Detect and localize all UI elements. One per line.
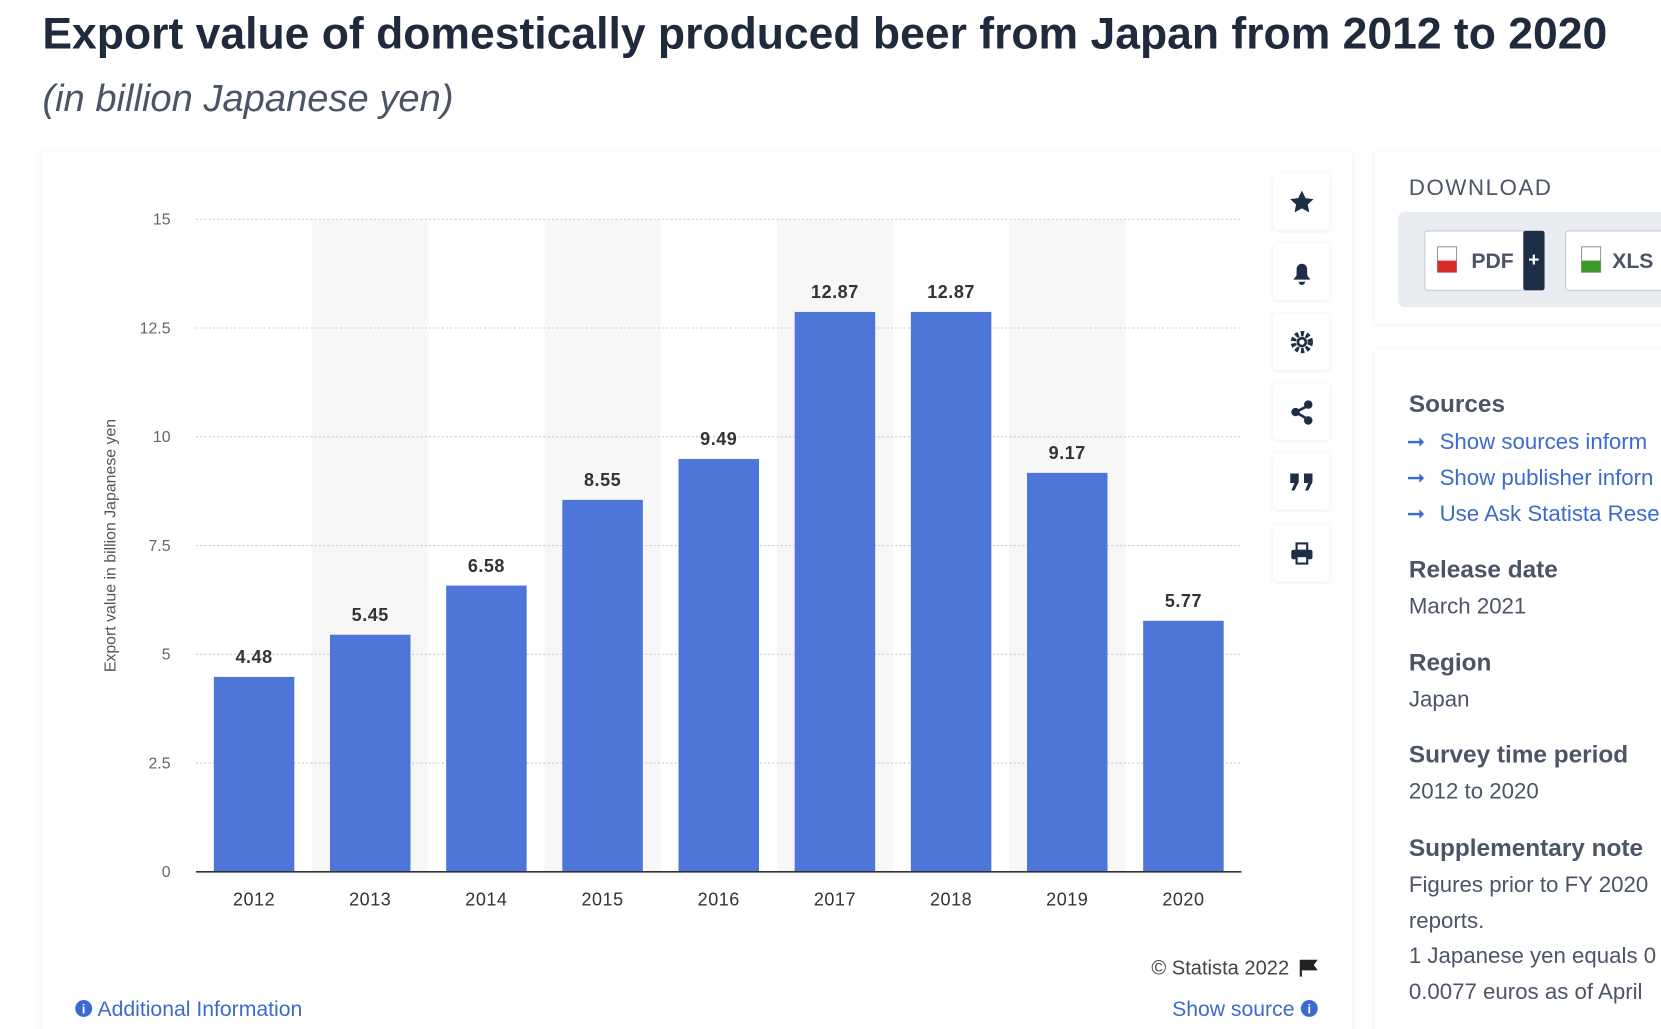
arrow-icon: ➞: [1407, 465, 1426, 490]
settings-button[interactable]: [1273, 313, 1330, 370]
period: 2012 to 2020: [1409, 779, 1539, 804]
details-card: [1374, 349, 1661, 1029]
value-label: 8.55: [584, 470, 621, 490]
value-label: 5.45: [352, 605, 389, 625]
note-line: 0.0077 euros as of April: [1409, 979, 1643, 1004]
x-tick-label: 2017: [814, 890, 856, 910]
copyright: © Statista 2022: [1151, 958, 1289, 980]
y-tick-label: 5: [162, 647, 171, 664]
region-heading: Region: [1409, 650, 1492, 677]
x-tick-label: 2012: [233, 890, 275, 910]
bar: [329, 634, 411, 872]
y-tick-label: 7.5: [148, 538, 170, 555]
x-tick-label: 2020: [1162, 890, 1204, 910]
value-label: 12.87: [811, 282, 859, 302]
y-tick-label: 0: [162, 864, 171, 881]
bar: [794, 311, 876, 872]
publisher-link[interactable]: Show publisher inforn: [1440, 465, 1654, 490]
value-label: 4.48: [235, 647, 272, 667]
note-line: 1 Japanese yen equals 0: [1409, 943, 1656, 968]
y-axis-title: Export value in billion Japanese yen: [102, 419, 119, 672]
y-tick-label: 2.5: [148, 755, 170, 772]
plot: 0 2.5 5 7.5 10 12.5 15 Export value in billion …: [102, 212, 1242, 910]
note-line: reports.: [1409, 908, 1484, 933]
release-date: March 2021: [1409, 593, 1526, 618]
pdf-button[interactable]: + PDF: [1424, 230, 1545, 291]
x-tick-label: 2019: [1046, 890, 1088, 910]
download-heading: DOWNLOAD: [1409, 175, 1553, 200]
xls-label: XLS: [1612, 250, 1653, 273]
x-tick-label: 2018: [930, 890, 972, 910]
additional-info-link[interactable]: Additional Information: [97, 998, 302, 1021]
value-label: 9.49: [700, 429, 737, 449]
share-button[interactable]: [1273, 383, 1330, 440]
bar: [1026, 472, 1108, 872]
sources-link[interactable]: Show sources inform: [1440, 429, 1648, 454]
flag-icon[interactable]: [1299, 959, 1318, 977]
alert-button[interactable]: [1273, 243, 1330, 300]
show-source-link[interactable]: Show source: [1172, 998, 1294, 1021]
info-icon: [75, 999, 93, 1017]
sources-heading: Sources: [1409, 391, 1505, 418]
arrow-icon: ➞: [1407, 429, 1426, 454]
value-label: 6.58: [468, 556, 505, 576]
page-subtitle: (in billion Japanese yen): [42, 77, 453, 120]
period-heading: Survey time period: [1409, 742, 1628, 769]
region: Japan: [1409, 687, 1470, 712]
xls-button[interactable]: XLS: [1565, 230, 1661, 291]
y-tick-label: 15: [153, 212, 171, 229]
research-link[interactable]: Use Ask Statista Rese: [1440, 501, 1660, 526]
print-button[interactable]: [1273, 525, 1330, 582]
favorite-button[interactable]: [1273, 173, 1330, 230]
x-tick-label: 2014: [465, 890, 507, 910]
release-heading: Release date: [1409, 556, 1558, 583]
value-label: 5.77: [1165, 591, 1202, 611]
info-glyph: i: [82, 1002, 86, 1017]
bar: [910, 311, 992, 872]
bar: [678, 458, 759, 872]
info-glyph: i: [1308, 1002, 1312, 1017]
value-label: 12.87: [927, 282, 975, 302]
bar: [1143, 620, 1224, 872]
pdf-label: PDF: [1471, 250, 1513, 273]
y-tick-label: 12.5: [140, 320, 171, 337]
y-tick-label: 10: [153, 429, 171, 446]
cite-button[interactable]: [1273, 453, 1330, 510]
note-line: Figures prior to FY 2020: [1409, 872, 1648, 897]
info-icon: [1300, 999, 1318, 1017]
x-tick-label: 2015: [581, 890, 623, 910]
x-tick-label: 2016: [698, 890, 740, 910]
value-label: 9.17: [1049, 443, 1086, 463]
arrow-icon: ➞: [1407, 501, 1426, 526]
tool-buttons: [1273, 173, 1330, 582]
bar: [213, 676, 295, 872]
page-title: Export value of domestically produced be…: [42, 10, 1607, 59]
bar: [562, 499, 643, 872]
x-tick-label: 2013: [349, 890, 391, 910]
notes-heading: Supplementary note: [1409, 835, 1643, 862]
bar: [446, 585, 527, 872]
svg-text:+: +: [1528, 250, 1539, 271]
